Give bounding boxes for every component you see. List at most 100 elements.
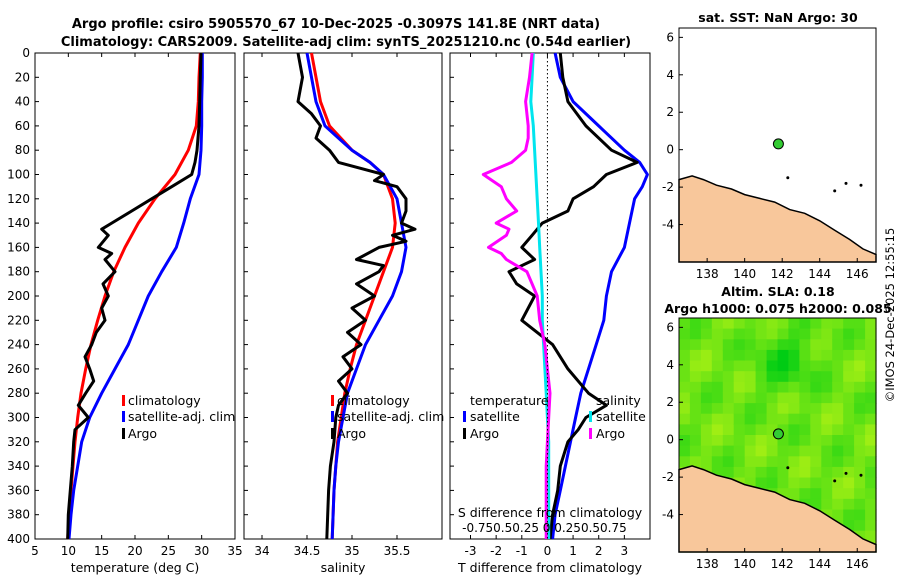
heatmap-cell: [700, 392, 713, 404]
heatmap-cell: [733, 381, 746, 393]
heatmap-cell: [799, 403, 811, 415]
y-tick-label: 340: [7, 459, 30, 473]
argo-location-marker: [772, 428, 784, 440]
heatmap-cell: [810, 424, 822, 436]
heatmap-cell: [777, 424, 789, 436]
heatmap-cell: [755, 413, 768, 425]
salinity-xlabel: salinity: [321, 560, 366, 575]
heatmap-cell: [843, 403, 855, 415]
y-tick-label: 100: [7, 168, 30, 182]
y-tick-label: 6: [666, 320, 674, 334]
x-tick-label: 0: [544, 544, 552, 558]
heatmap-cell: [700, 328, 713, 340]
heatmap-cell: [755, 445, 768, 457]
heatmap-cell: [832, 381, 844, 393]
heatmap-cell: [843, 424, 855, 436]
sla-map: 138 140 142 144 146 -4 -2 0 2 4 6: [662, 318, 877, 571]
heatmap-cell: [854, 509, 866, 521]
heatmap-cell: [832, 477, 844, 489]
heatmap-cell: [821, 435, 833, 447]
heatmap-cell: [722, 435, 735, 447]
heatmap-cell: [744, 424, 757, 436]
temperature-legend: climatology satellite-adj. clim Argo: [122, 393, 235, 441]
heatmap-cell: [788, 466, 800, 479]
land-new-guinea: [678, 175, 877, 263]
heatmap-cell: [788, 413, 800, 425]
salinity-legend: climatology satellite-adj. clim Argo: [331, 393, 444, 441]
heatmap-cell: [854, 466, 866, 479]
y-tick-label: 260: [7, 362, 30, 376]
argo-location-marker: [772, 138, 784, 150]
sst-map: 138 140 142 144 146 -4 -2 0 2 4 6: [662, 28, 877, 281]
heatmap-cell: [766, 477, 779, 489]
heatmap-cell: [722, 403, 735, 415]
heatmap-cell: [777, 318, 789, 330]
heatmap-cell: [722, 349, 735, 362]
heatmap-cell: [810, 477, 822, 489]
heatmap-cell: [744, 371, 757, 383]
heatmap-cell: [700, 371, 713, 383]
difference-plot: -3 -2 -1 0 1 2 3 -0.750.50.25 0 0.250.50.75: [450, 52, 649, 558]
heatmap-cell: [865, 371, 877, 383]
main-title-line1: Argo profile: csiro 5905570_67 10-Dec-20…: [72, 17, 600, 32]
heatmap-cell: [744, 413, 757, 425]
difference-legend-temperature: temperature satellite Argo: [463, 393, 549, 441]
sla-map-title-line2: Argo h1000: 0.075 h2000: 0.085: [664, 301, 891, 316]
heatmap-cell: [722, 466, 735, 479]
heatmap-cell: [821, 445, 833, 457]
heatmap-cell: [821, 498, 833, 510]
heatmap-cell: [755, 456, 768, 468]
y-tick-label: 200: [7, 289, 30, 303]
heatmap-cell: [865, 530, 877, 542]
heatmap-cell: [679, 403, 691, 415]
heatmap-cell: [799, 328, 811, 340]
heatmap-cell: [777, 360, 789, 372]
island: [859, 183, 863, 187]
heatmap-cell: [810, 360, 822, 372]
y-tick-label: 140: [7, 216, 30, 230]
heatmap-cell: [854, 488, 866, 500]
x-tick-label: -3: [465, 544, 477, 558]
x-tick-label: 144: [808, 267, 831, 281]
heatmap-cell: [711, 445, 724, 457]
heatmap-cell: [832, 403, 844, 415]
legend-swatch-climatology: [122, 395, 125, 406]
y-tick-label: 120: [7, 192, 30, 206]
heatmap-cell: [700, 413, 713, 425]
heatmap-cell: [700, 339, 713, 351]
x-tick-label: 1: [569, 544, 577, 558]
heatmap-cell: [854, 413, 866, 425]
heatmap-cell: [711, 456, 724, 468]
heatmap-cell: [832, 466, 844, 479]
y-tick-label: -4: [662, 218, 674, 232]
sst-map-frame: [678, 27, 877, 263]
y-tick-label: 240: [7, 338, 30, 352]
heatmap-cell: [689, 371, 702, 383]
heatmap-cell: [821, 328, 833, 340]
heatmap-cell: [821, 360, 833, 372]
heatmap-cell: [843, 456, 855, 468]
heatmap-cell: [711, 349, 724, 362]
heatmap-cell: [766, 413, 779, 425]
heatmap-cell: [854, 456, 866, 468]
heatmap-cell: [777, 328, 789, 340]
legend-swatch-argo: [331, 428, 334, 439]
heatmap-cell: [733, 318, 746, 330]
heatmap-cell: [854, 424, 866, 436]
legend-swatch-s-satellite: [589, 411, 592, 422]
heatmap-cell: [865, 488, 877, 500]
y-tick-label: 400: [7, 532, 30, 546]
heatmap-cell: [821, 413, 833, 425]
heatmap-cell: [810, 403, 822, 415]
heatmap-cell: [766, 466, 779, 479]
series-line-t-satellite: [551, 52, 649, 540]
heatmap-cell: [766, 339, 779, 351]
heatmap-cell: [854, 477, 866, 489]
heatmap-cell: [733, 456, 746, 468]
heatmap-cell: [810, 413, 822, 425]
heatmap-cell: [799, 435, 811, 447]
heatmap-cell: [711, 339, 724, 351]
heatmap-cell: [821, 488, 833, 500]
legend-label-argo: Argo: [337, 426, 366, 441]
heatmap-cell: [700, 381, 713, 393]
